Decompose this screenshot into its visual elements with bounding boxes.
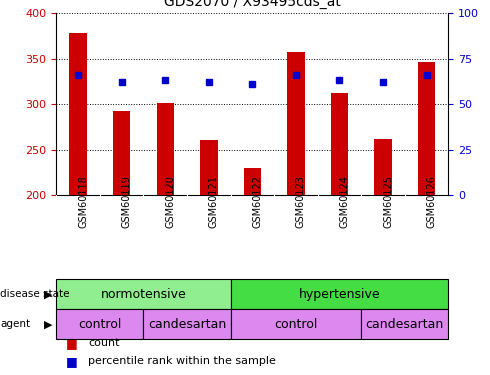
- Text: candesartan: candesartan: [366, 318, 444, 331]
- Text: GSM60124: GSM60124: [340, 176, 349, 228]
- Text: count: count: [88, 338, 120, 348]
- Bar: [70, 33, 87, 195]
- Text: disease state: disease state: [0, 290, 70, 299]
- Text: control: control: [274, 318, 318, 331]
- Bar: [113, 111, 130, 195]
- Text: ■: ■: [66, 355, 78, 368]
- Bar: [144, 309, 231, 339]
- Text: GSM60120: GSM60120: [165, 176, 175, 228]
- Text: normotensive: normotensive: [100, 288, 186, 301]
- Bar: [56, 309, 144, 339]
- Bar: [56, 279, 231, 309]
- Text: percentile rank within the sample: percentile rank within the sample: [88, 356, 276, 366]
- Text: GSM60123: GSM60123: [296, 176, 306, 228]
- Bar: [287, 52, 305, 195]
- Text: hypertensive: hypertensive: [298, 288, 380, 301]
- Text: ■: ■: [66, 337, 78, 350]
- Bar: [200, 141, 218, 195]
- Text: GSM60121: GSM60121: [209, 176, 219, 228]
- Bar: [156, 103, 174, 195]
- Text: candesartan: candesartan: [148, 318, 226, 331]
- Text: GSM60118: GSM60118: [78, 176, 88, 228]
- Bar: [418, 62, 435, 195]
- Bar: [244, 168, 261, 195]
- Text: ▶: ▶: [45, 320, 53, 329]
- Bar: [331, 93, 348, 195]
- Text: GSM60122: GSM60122: [252, 175, 262, 228]
- Title: GDS2070 / X93495cds_at: GDS2070 / X93495cds_at: [164, 0, 341, 9]
- Bar: [374, 139, 392, 195]
- Text: ▶: ▶: [45, 290, 53, 299]
- Text: GSM60125: GSM60125: [383, 175, 393, 228]
- Bar: [361, 309, 448, 339]
- Bar: [231, 309, 361, 339]
- Bar: [231, 279, 448, 309]
- Text: GSM60119: GSM60119: [122, 176, 132, 228]
- Text: agent: agent: [0, 320, 30, 329]
- Text: GSM60126: GSM60126: [427, 176, 437, 228]
- Text: control: control: [78, 318, 122, 331]
